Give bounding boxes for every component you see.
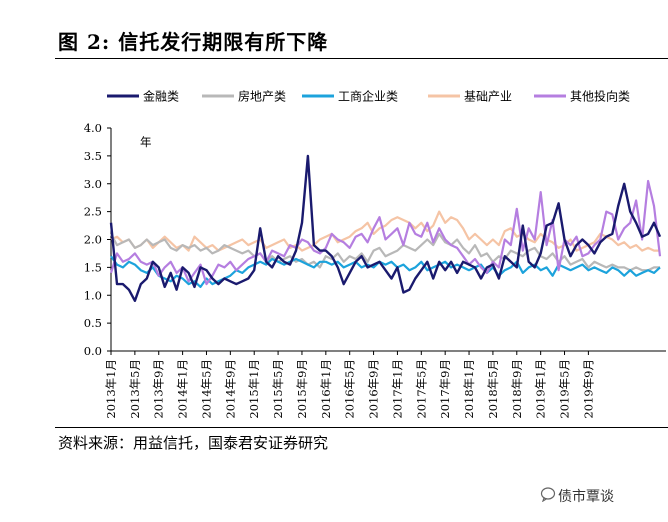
- y-tick-label: 3.0: [84, 177, 102, 191]
- y-tick-label: 1.5: [84, 260, 102, 274]
- title-rule: [55, 58, 668, 59]
- y-tick-label: 0.5: [84, 316, 102, 330]
- series-line-4: [109, 179, 662, 286]
- x-tick-label: 2014年9月: [223, 359, 237, 419]
- x-tick-label: 2016年9月: [367, 359, 381, 419]
- x-tick-label: 2014年1月: [176, 359, 190, 419]
- x-tick-label: 2018年5月: [486, 359, 500, 419]
- x-tick-label: 2016年1月: [319, 359, 333, 419]
- x-tick-label: 2013年9月: [152, 359, 166, 419]
- series-line-0: [109, 154, 662, 302]
- x-tick-label: 2017年9月: [438, 359, 452, 419]
- x-tick-label: 2017年1月: [390, 359, 404, 419]
- y-tick-label: 3.5: [84, 149, 102, 163]
- series-layer: [109, 154, 662, 302]
- axes: 4.0 3.5 3.0 2.5 2.0 1.5 1.0 0.5 0.0 年 2013年1月 2013年…: [84, 121, 666, 419]
- x-tick-label: 2013年1月: [104, 359, 118, 419]
- x-tick-label: 2018年9月: [510, 359, 524, 419]
- x-tick-label: 2015年5月: [271, 359, 285, 419]
- chat-bubble-icon: [540, 487, 556, 502]
- series-line-1: [110, 232, 660, 272]
- y-tick-label: 0.0: [84, 344, 102, 358]
- legend: 金融类 房地产类 工商企业类 基础产业 其他投向类: [107, 89, 630, 104]
- y-tick-label: 4.0: [84, 121, 102, 135]
- x-tick-label: 2013年5月: [128, 359, 142, 419]
- watermark-text: 债市覃谈: [558, 489, 614, 505]
- series-line-2: [110, 255, 661, 288]
- y-tick-label: 2.0: [84, 233, 102, 247]
- legend-label: 房地产类: [238, 89, 286, 104]
- x-tick-label: 2015年9月: [295, 359, 309, 419]
- series-line-3: [110, 210, 660, 252]
- x-tick-label: 2017年5月: [414, 359, 428, 419]
- x-tick-label: 2019年5月: [558, 359, 572, 419]
- y-tick-label: 2.5: [84, 205, 102, 219]
- x-tick-label: 2016年5月: [343, 359, 357, 419]
- legend-label: 金融类: [143, 89, 179, 104]
- figure-title: 图 2: 信托发行期限有所下降: [58, 30, 329, 54]
- source-note: 资料来源：用益信托，国泰君安证券研究: [58, 434, 329, 452]
- x-tick-label: 2018年1月: [462, 359, 476, 419]
- x-tick-label: 2019年1月: [534, 359, 548, 419]
- legend-label: 其他投向类: [570, 89, 630, 104]
- y-tick-label: 1.0: [84, 288, 102, 302]
- legend-label: 基础产业: [464, 90, 512, 104]
- x-tick-label: 2015年1月: [247, 359, 261, 419]
- unit-label: 年: [140, 135, 152, 149]
- legend-label: 工商企业类: [338, 89, 398, 104]
- source-rule: [55, 427, 668, 428]
- x-tick-label: 2019年9月: [581, 359, 595, 419]
- x-tick-label: 2014年5月: [199, 359, 213, 419]
